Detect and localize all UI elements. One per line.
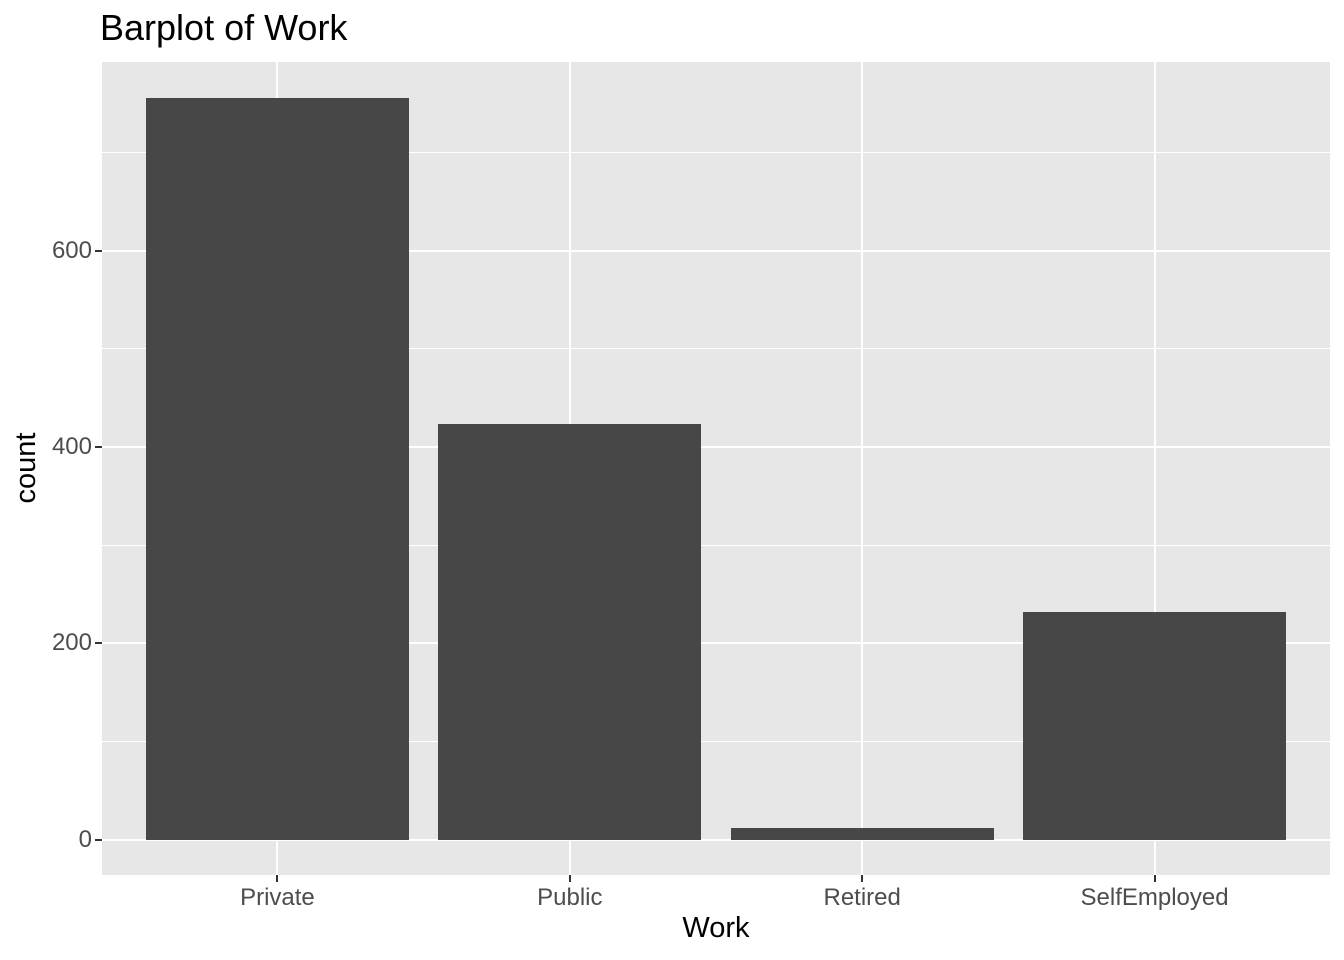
y-tick-mark: [95, 642, 102, 645]
y-tick-label: 600: [51, 236, 92, 264]
y-tick-label: 200: [51, 629, 92, 657]
x-tick-mark: [276, 875, 279, 882]
y-axis-title: count: [10, 432, 42, 504]
x-tick-label: SelfEmployed: [1080, 884, 1229, 911]
bar-public: [438, 424, 702, 840]
gridline-x-major: [1153, 62, 1156, 875]
gridline-major: [102, 838, 1330, 841]
y-tick-mark: [95, 445, 102, 448]
x-tick-mark: [861, 875, 864, 882]
chart-title: Barplot of Work: [100, 7, 348, 48]
y-tick-mark: [95, 838, 102, 841]
gridline-major: [102, 642, 1330, 645]
y-tick-label: 400: [51, 432, 92, 460]
x-tick-label: Private: [240, 884, 315, 911]
x-tick-mark: [1153, 875, 1156, 882]
gridline-x-major: [861, 62, 864, 875]
y-tick-mark: [95, 249, 102, 252]
x-tick-mark: [568, 875, 571, 882]
gridline-major: [102, 445, 1330, 448]
bar-retired: [730, 827, 994, 840]
bar-private: [145, 98, 409, 840]
y-tick-label: 0: [78, 825, 92, 853]
gridline-major: [102, 249, 1330, 252]
x-axis-title: Work: [682, 912, 750, 944]
plot-panel: [102, 62, 1330, 875]
gridline-minor: [102, 740, 1330, 742]
gridline-minor: [102, 151, 1330, 153]
x-tick-label: Public: [537, 884, 603, 911]
gridline-minor: [102, 544, 1330, 546]
x-tick-label: Retired: [823, 884, 901, 911]
bar-selfemployed: [1023, 611, 1287, 840]
gridline-minor: [102, 348, 1330, 350]
